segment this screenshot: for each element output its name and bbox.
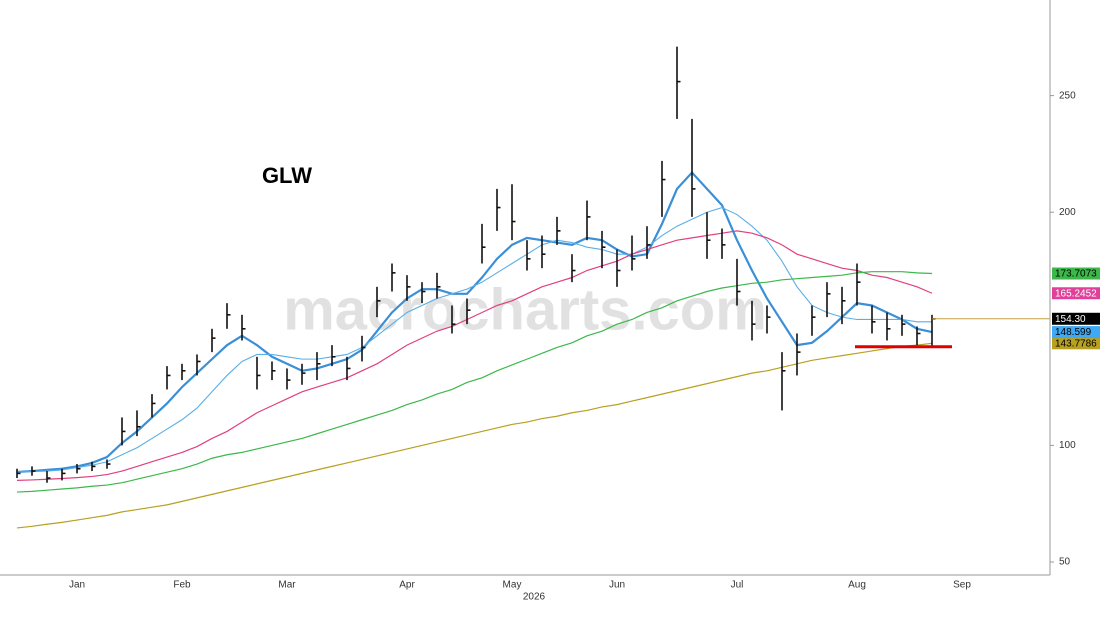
chart-title: GLW [262, 163, 312, 188]
x-tick-label: Apr [399, 580, 415, 591]
y-tick-label: 100 [1059, 440, 1076, 451]
moving-average-line [16, 271, 933, 493]
value-tag [1052, 287, 1100, 300]
value-tag [1052, 326, 1100, 339]
x-tick-label: May [503, 580, 522, 591]
x-tick-label: Aug [848, 580, 866, 591]
y-tick-label: 250 [1059, 90, 1076, 101]
moving-average-line [16, 206, 932, 473]
value-tag [1052, 312, 1100, 325]
value-tag-label: 154.30 [1055, 314, 1086, 325]
x-tick-label: Jan [69, 580, 85, 591]
year-label: 2026 [523, 592, 546, 603]
x-tick-label: Feb [173, 580, 191, 591]
x-tick-label: Jun [609, 580, 625, 591]
value-tag-label: 148.599 [1055, 327, 1092, 338]
value-tag [1052, 337, 1100, 350]
value-tag-label: 143.7786 [1055, 338, 1097, 349]
x-tick-label: Mar [278, 580, 296, 591]
moving-average-line [16, 342, 933, 529]
value-tag-label: 165.2452 [1055, 288, 1097, 299]
y-tick-label: 50 [1059, 557, 1071, 568]
x-tick-label: Jul [731, 580, 744, 591]
value-tag-label: 173.7073 [1055, 269, 1097, 280]
x-tick-label: Sep [953, 580, 971, 591]
moving-average-line [16, 230, 933, 481]
watermark: macrocharts.com [283, 277, 767, 342]
value-tag [1052, 267, 1100, 280]
y-tick-label: 200 [1059, 207, 1076, 218]
